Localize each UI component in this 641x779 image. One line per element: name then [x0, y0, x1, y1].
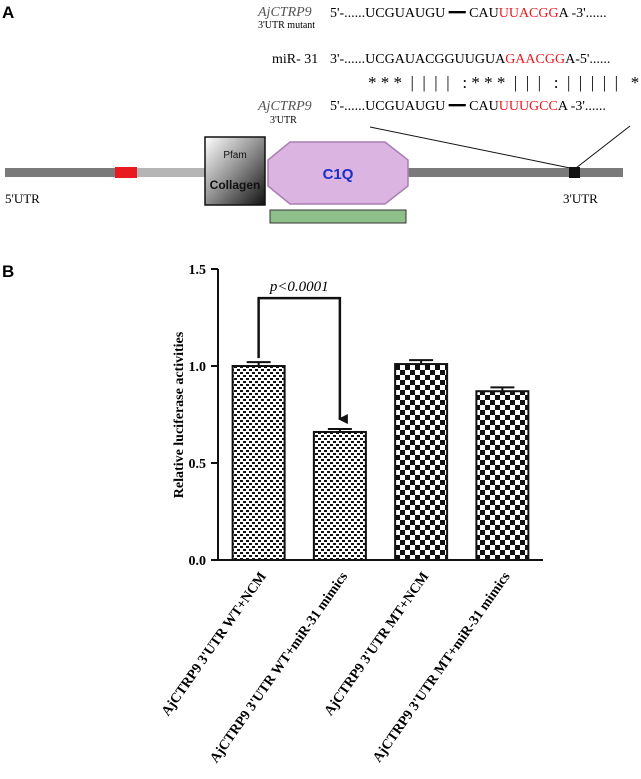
- wt-gene-sub: 3'UTR: [270, 115, 297, 126]
- y-tick-label: 0.0: [189, 554, 207, 569]
- y-axis-label: Relative luciferase activities: [172, 331, 187, 498]
- pfam-collagen-box: [204, 136, 266, 206]
- mir-name: miR- 31: [272, 52, 318, 67]
- bar: [394, 363, 449, 561]
- mutant-seq-suffix: A -3'......: [559, 6, 607, 21]
- mir-seq-prefix: 3'-......UCGAUACGGUUGUA: [330, 52, 506, 67]
- c1q-domain: [267, 141, 409, 205]
- mir-sequence: 3'-......UCGAUACGGUUGUAGAACGGA-5'......: [330, 52, 610, 67]
- wt-sequence: 5'-......UCGUAUGU ━━ CAUUUUGCCA -3'.....…: [330, 99, 606, 114]
- mutant-sequence: 5'-......UCGUAUGU ━━ CAUUUACGGA -3'.....…: [330, 6, 607, 21]
- mutant-seq-red: UUACGG: [499, 6, 559, 21]
- collagen-label: Collagen: [210, 178, 261, 192]
- y-tick-label: 1.5: [189, 263, 207, 278]
- x-tick-label: AjCTRP9 3'UTR MT+miR-31 mimics: [370, 569, 514, 765]
- wt-gene-name: AjCTRP9: [257, 99, 312, 114]
- zoom-line-left: [369, 126, 571, 169]
- panel-a-label: A: [2, 3, 14, 22]
- mutant-seq-prefix: 5'-......UCGUAUGU: [330, 6, 445, 21]
- y-tick-label: 0.5: [189, 457, 207, 472]
- y-ticks: 0.0 0.5 1.0 1.5: [189, 263, 218, 569]
- utr5-label: 5'UTR: [5, 191, 40, 206]
- c1q-green-bar: [269, 209, 407, 224]
- wt-seq-gap: ━━: [445, 99, 469, 114]
- wt-seq-red: UUUGCC: [499, 99, 558, 114]
- mir-seq-suffix: A-5'......: [565, 52, 610, 67]
- pfam-label: Pfam: [223, 150, 246, 161]
- pairing-marks: * * * | | | | : * * * | | | : | | | | | …: [368, 73, 639, 92]
- mutant-seq-gap: ━━: [445, 6, 469, 21]
- backbone-right: [395, 168, 623, 177]
- bar: [312, 430, 367, 561]
- mir-seq-red: GAACGG: [505, 52, 565, 67]
- target-site-marker: [569, 167, 580, 178]
- bar: [231, 365, 286, 561]
- x-tick-label: AjCTRP9 3'UTR WT+miR-31 mimics: [208, 569, 352, 766]
- c1q-label: C1Q: [323, 166, 354, 183]
- bars: [231, 359, 530, 561]
- wt-seq-suffix: A -3'......: [558, 99, 606, 114]
- zoom-line-right: [575, 125, 631, 169]
- y-tick-label: 1.0: [189, 360, 207, 375]
- red-segment: [115, 167, 137, 178]
- utr3-label: 3'UTR: [563, 191, 598, 206]
- backbone-light: [137, 168, 205, 177]
- mutant-seq-mid: CAU: [469, 6, 499, 21]
- pvalue-label: p<0.0001: [269, 279, 329, 295]
- bar: [475, 390, 530, 561]
- significance-bracket: [257, 296, 348, 425]
- backbone-left: [5, 168, 115, 177]
- bar-chart: Relative luciferase activities 0.0 0.5 1.0…: [159, 263, 543, 766]
- mutant-gene-name: AjCTRP9: [257, 5, 312, 20]
- panel-b-label: B: [2, 262, 14, 281]
- wt-seq-prefix: 5'-......UCGUAUGU: [330, 99, 445, 114]
- wt-seq-mid: CAU: [469, 99, 499, 114]
- mutant-gene-sub: 3'UTR mutant: [258, 20, 315, 31]
